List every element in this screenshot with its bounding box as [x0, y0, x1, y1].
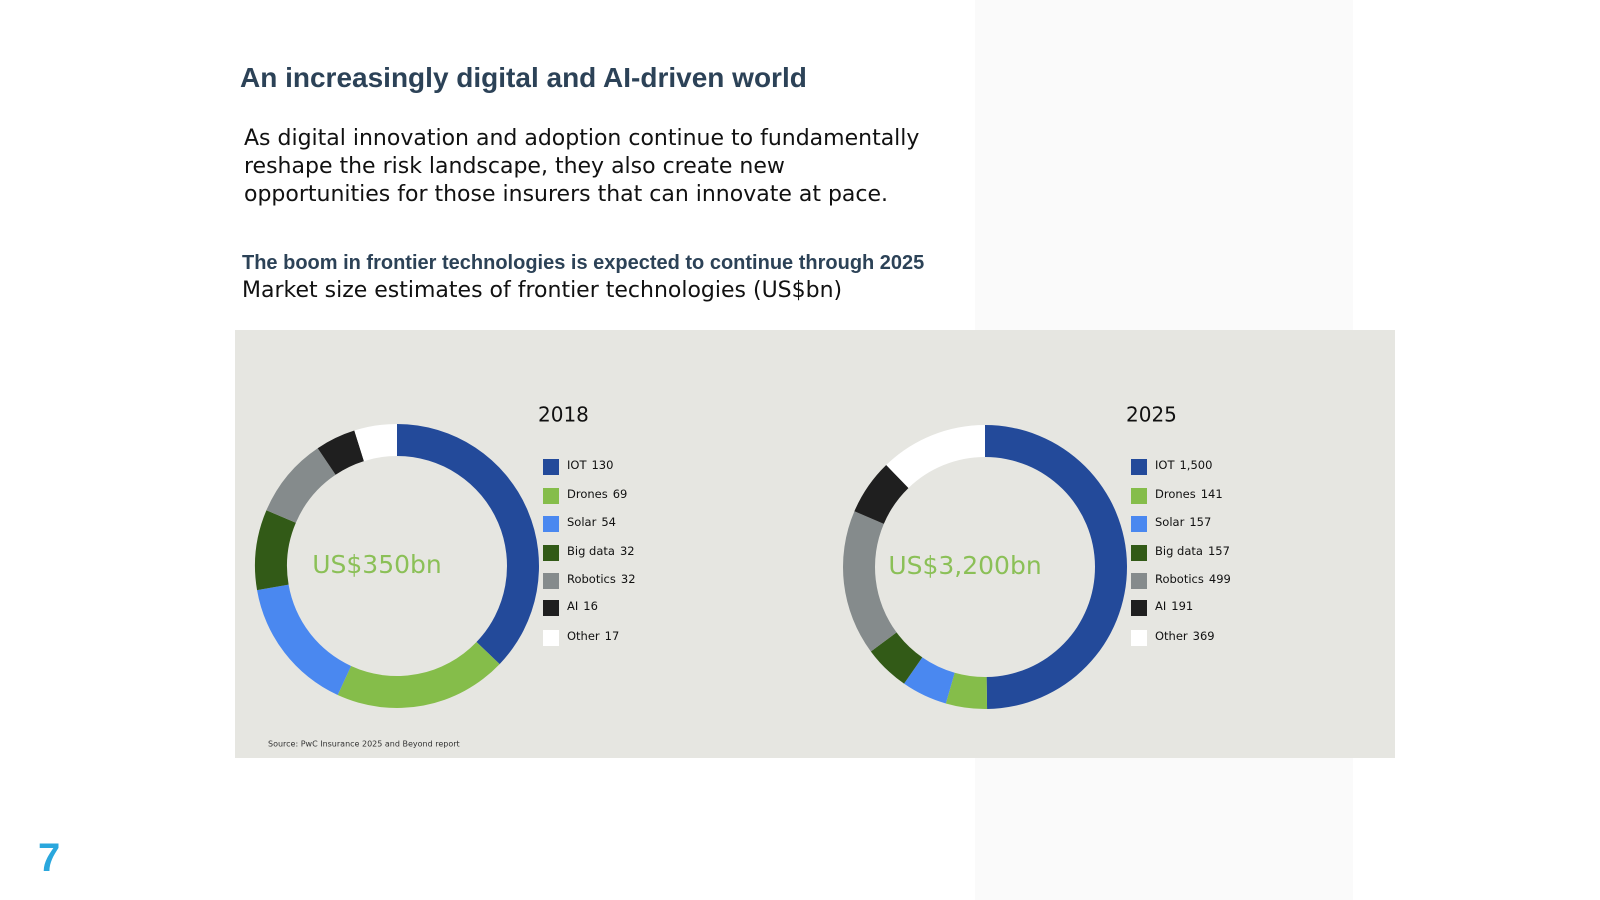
- donut-segment: [904, 657, 955, 704]
- legend-entry: IOT 130: [567, 458, 613, 472]
- legend-value: 130: [591, 458, 613, 472]
- legend-value: 16: [583, 599, 598, 613]
- legend-value: 141: [1201, 487, 1223, 501]
- legend-value: 157: [1208, 544, 1230, 558]
- legend-swatch: [1131, 459, 1147, 475]
- legend-label: Big data: [567, 544, 615, 558]
- donut-segment: [854, 464, 909, 524]
- legend-swatch: [1131, 545, 1147, 561]
- legend-swatch: [1131, 488, 1147, 504]
- donut-segment: [886, 425, 985, 488]
- legend-entry: Solar 157: [1155, 515, 1211, 529]
- legend-entry: IOT 1,500: [1155, 458, 1212, 472]
- legend-value: 54: [601, 515, 616, 529]
- donut-segment: [317, 430, 364, 475]
- legend-entry: Drones 141: [1155, 487, 1223, 501]
- legend-entry: Robotics 32: [567, 572, 636, 586]
- donut-segment: [870, 632, 923, 684]
- legend-value: 17: [605, 629, 620, 643]
- legend-value: 32: [621, 572, 636, 586]
- legend-swatch: [543, 545, 559, 561]
- legend-swatch: [543, 600, 559, 616]
- legend-label: AI: [567, 599, 578, 613]
- legend-entry: Solar 54: [567, 515, 616, 529]
- legend-label: Drones: [567, 487, 608, 501]
- legend-value: 1,500: [1179, 458, 1212, 472]
- legend-entry: Big data 157: [1155, 544, 1230, 558]
- legend-label: IOT: [1155, 458, 1175, 472]
- chart-title: 2018: [538, 403, 589, 427]
- legend-label: Robotics: [567, 572, 616, 586]
- center-label: US$350bn: [312, 550, 442, 579]
- donut-segment: [337, 642, 500, 708]
- legend-entry: Robotics 499: [1155, 572, 1231, 586]
- donut-segment: [354, 424, 397, 462]
- legend-entry: AI 191: [1155, 599, 1193, 613]
- legend-label: Drones: [1155, 487, 1196, 501]
- legend-swatch: [1131, 600, 1147, 616]
- legend-entry: Drones 69: [567, 487, 627, 501]
- legend-swatch: [543, 516, 559, 532]
- donut-segment: [843, 511, 897, 652]
- legend-value: 369: [1193, 629, 1215, 643]
- legend-label: Robotics: [1155, 572, 1204, 586]
- donut-segment: [945, 672, 988, 709]
- legend-swatch: [1131, 516, 1147, 532]
- legend-entry: Big data 32: [567, 544, 635, 558]
- chart-heading: The boom in frontier technologies is exp…: [242, 252, 925, 274]
- legend-swatch: [543, 488, 559, 504]
- donut-segment: [397, 424, 539, 665]
- legend-value: 69: [613, 487, 628, 501]
- legend-label: Solar: [567, 515, 597, 529]
- legend-value: 157: [1189, 515, 1211, 529]
- donut-segment: [254, 510, 296, 591]
- donut-segment: [257, 584, 352, 696]
- page-number: 7: [38, 836, 61, 880]
- legend-swatch: [543, 459, 559, 475]
- legend-label: Big data: [1155, 544, 1203, 558]
- legend-value: 32: [620, 544, 635, 558]
- legend-entry: AI 16: [567, 599, 598, 613]
- chart-title: 2025: [1126, 403, 1177, 427]
- legend-swatch: [1131, 630, 1147, 646]
- legend-label: AI: [1155, 599, 1166, 613]
- donut-segment: [266, 448, 336, 523]
- donut-segment: [985, 424, 1128, 709]
- legend-value: 191: [1171, 599, 1193, 613]
- legend-value: 499: [1209, 572, 1231, 586]
- legend-swatch: [543, 630, 559, 646]
- legend-label: Other: [1155, 629, 1188, 643]
- slide-title: An increasingly digital and AI-driven wo…: [240, 62, 807, 93]
- legend-swatch: [1131, 573, 1147, 589]
- legend-swatch: [543, 573, 559, 589]
- legend-label: IOT: [567, 458, 587, 472]
- source-note: Source: PwC Insurance 2025 and Beyond re…: [268, 740, 460, 749]
- legend-label: Solar: [1155, 515, 1185, 529]
- legend-label: Other: [567, 629, 600, 643]
- chart-subheading: Market size estimates of frontier techno…: [242, 278, 843, 303]
- center-label: US$3,200bn: [888, 551, 1041, 580]
- body-text: As digital innovation and adoption conti…: [244, 126, 920, 207]
- legend-entry: Other 17: [567, 629, 619, 643]
- legend-entry: Other 369: [1155, 629, 1215, 643]
